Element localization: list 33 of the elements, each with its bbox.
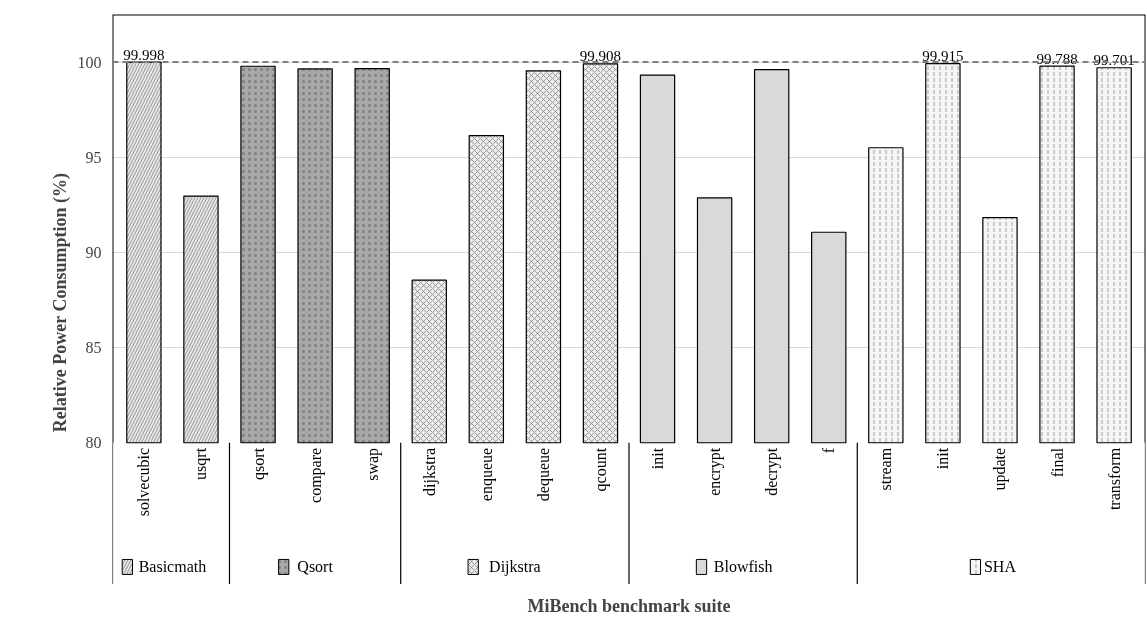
x-axis-title: MiBench benchmark suite bbox=[527, 595, 731, 616]
x-tick-label: solvecubic bbox=[135, 447, 153, 517]
x-tick-label: dijkstra bbox=[420, 447, 439, 496]
x-tick-label: qsort bbox=[249, 447, 268, 480]
x-tick-label: transform bbox=[1105, 447, 1123, 511]
x-tick-label: encrypt bbox=[706, 447, 725, 496]
legend-label: Dijkstra bbox=[489, 558, 541, 577]
data-label: 99.998 bbox=[123, 46, 165, 63]
x-tick-label: final bbox=[1048, 447, 1066, 478]
y-tick-label: 80 bbox=[85, 434, 102, 452]
x-tick-label: enqueue bbox=[477, 447, 496, 502]
x-tick-label: init bbox=[934, 447, 952, 470]
x-tick-label: qcount bbox=[591, 447, 610, 492]
legend-label: Basicmath bbox=[138, 558, 207, 576]
x-tick-label: compare bbox=[306, 447, 325, 503]
x-tick-label: update bbox=[991, 447, 1010, 491]
data-label: 99.908 bbox=[579, 48, 622, 65]
legend-label: SHA bbox=[983, 558, 1017, 576]
x-tick-label: f bbox=[820, 447, 838, 454]
x-tick-label: dequeue bbox=[534, 447, 553, 502]
x-tick-label: stream bbox=[877, 447, 895, 491]
x-tick-label: init bbox=[649, 447, 667, 470]
y-tick-label: 85 bbox=[85, 339, 102, 357]
y-tick-label: 100 bbox=[77, 53, 102, 71]
legend-label: Blowfish bbox=[713, 558, 773, 576]
x-tick-label: swap bbox=[363, 447, 382, 481]
data-label: 99.915 bbox=[922, 48, 964, 65]
y-tick-label: 90 bbox=[85, 243, 102, 261]
y-axis-title: Relative Power Consumption (%) bbox=[49, 173, 71, 433]
legend-label: Qsort bbox=[297, 558, 334, 576]
x-tick-label: usqrt bbox=[192, 447, 211, 480]
y-tick-label: 95 bbox=[85, 148, 102, 166]
x-tick-label: decrypt bbox=[763, 447, 782, 496]
